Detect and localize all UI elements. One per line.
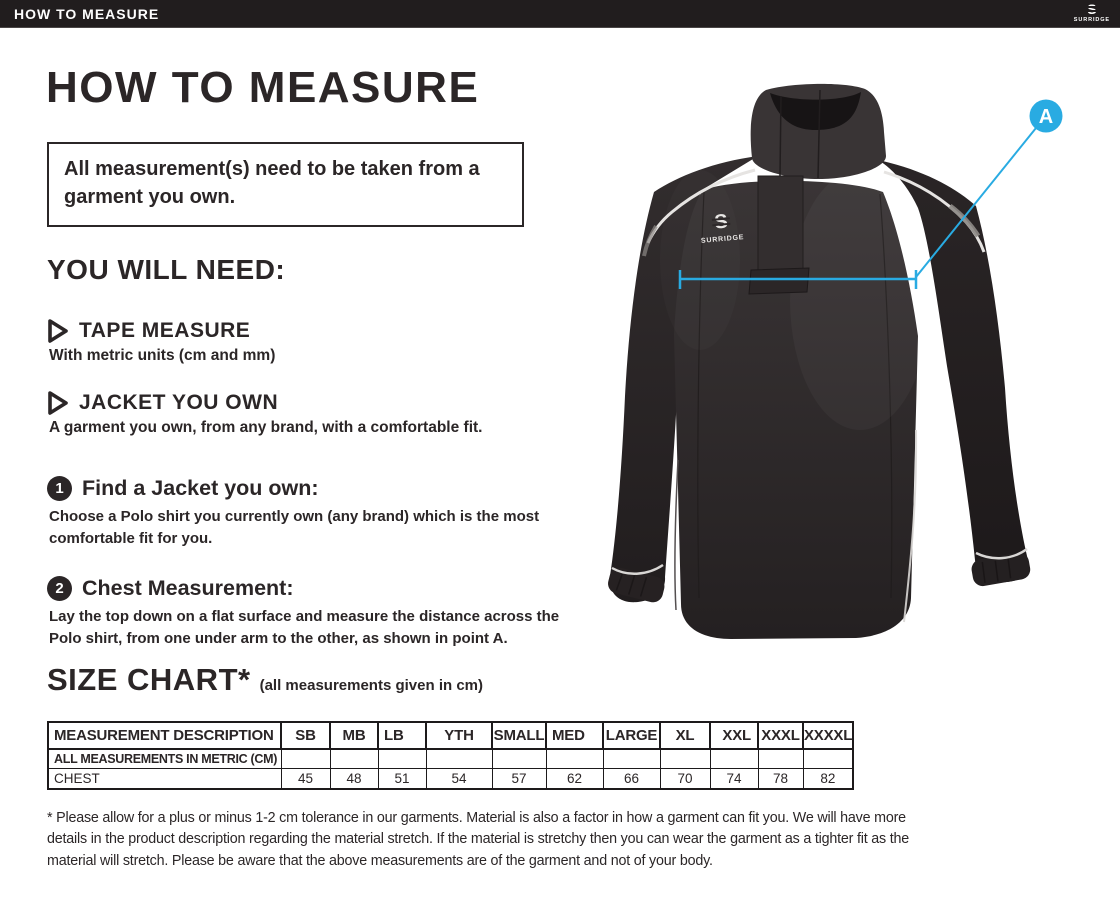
tolerance-footnote: * Please allow for a plus or minus 1-2 c…	[47, 810, 910, 869]
header-cell: XXXXL	[801, 721, 855, 750]
need-item-jacket: JACKET YOU OWN	[47, 390, 278, 416]
table-cell	[757, 748, 804, 769]
jacket-right-sleeve	[878, 160, 1028, 583]
table-cell: 45	[280, 767, 331, 790]
table-cell	[377, 748, 427, 769]
table-cell	[709, 748, 759, 769]
jacket-chest-logo: S SURRIDGE	[701, 210, 745, 245]
size-chart-title: SIZE CHART*	[47, 662, 251, 697]
page-title: HOW TO MEASURE	[46, 63, 480, 112]
step-title: Chest Measurement:	[82, 576, 294, 600]
need-item-label: TAPE MEASURE	[79, 319, 251, 342]
jacket-left-cuff	[608, 567, 665, 603]
table-cell	[280, 748, 331, 769]
play-triangle-icon	[48, 391, 68, 415]
table-cell: 51	[377, 767, 427, 790]
table-row: ALL MEASUREMENTS IN METRIC (CM)	[47, 748, 854, 769]
table-cell: 78	[757, 767, 804, 790]
need-item-description: A garment you own, from any brand, with …	[49, 419, 483, 436]
you-will-need-heading: YOU WILL NEED:	[47, 254, 286, 285]
header-cell: MED	[545, 721, 604, 750]
svg-text:S: S	[714, 210, 729, 233]
table-cell: 57	[491, 767, 547, 790]
table-cell	[602, 748, 661, 769]
table-cell	[802, 748, 854, 769]
jacket-right-cuff	[971, 552, 1031, 587]
table-cell: 70	[659, 767, 711, 790]
table-header-row: MEASUREMENT DESCRIPTION SB MB LB YTH SMALL MED…	[47, 721, 855, 750]
step-1-header: 1 Find a Jacket you own:	[47, 476, 319, 501]
need-item-tape-measure: TAPE MEASURE	[47, 318, 250, 344]
size-chart-table: MEASUREMENT DESCRIPTION SB MB LB YTH SMALL MED…	[47, 721, 855, 790]
measurement-notice-box: All measurement(s) need to be taken from…	[47, 142, 524, 227]
top-bar-title: HOW TO MEASURE	[14, 6, 160, 22]
point-a-badge	[1029, 99, 1063, 133]
header-cell: LARGE	[602, 721, 661, 750]
jacket-illustration: S SURRIDGE A	[608, 83, 1063, 640]
row-label-cell: ALL MEASUREMENTS IN METRIC (CM)	[47, 748, 282, 769]
table-cell: 66	[602, 767, 661, 790]
step-2-header: 2 Chest Measurement:	[47, 576, 293, 601]
chest-measurement-annotation: A	[678, 99, 1063, 289]
header-cell: XXL	[709, 721, 759, 750]
table-cell	[425, 748, 493, 769]
jacket-logo-text: SURRIDGE	[701, 234, 745, 245]
step-number-badge: 1	[47, 476, 72, 501]
jacket-zip-placket	[757, 175, 804, 277]
jacket-diagram: S SURRIDGE A	[588, 70, 1072, 670]
step-title: Find a Jacket you own:	[82, 476, 319, 500]
surridge-logo: S SURRIDGE	[1074, 2, 1110, 23]
table-cell	[659, 748, 711, 769]
play-triangle-icon	[48, 319, 68, 343]
header-cell: LB	[377, 721, 427, 750]
header-cell: SB	[280, 721, 331, 750]
need-item-description: With metric units (cm and mm)	[49, 347, 276, 364]
table-cell	[329, 748, 379, 769]
step-number-badge: 2	[47, 576, 72, 601]
header-cell: XXXL	[757, 721, 804, 750]
table-cell	[545, 748, 604, 769]
jacket-left-sleeve	[609, 156, 758, 603]
header-cell: XL	[659, 721, 711, 750]
step-description: Choose a Polo shirt you currently own (a…	[49, 508, 540, 547]
top-bar: HOW TO MEASURE S SURRIDGE	[0, 0, 1120, 28]
surridge-logo-text: SURRIDGE	[1073, 17, 1110, 23]
table-cell: 62	[545, 767, 604, 790]
header-cell: MB	[329, 721, 379, 750]
header-cell: YTH	[425, 721, 493, 750]
need-item-label: JACKET YOU OWN	[79, 391, 279, 414]
table-row: CHEST 45 48 51 54 57 62 66 70 74 78 82	[47, 767, 854, 790]
jacket-body	[674, 180, 918, 640]
table-cell: 82	[802, 767, 854, 790]
table-cell: 54	[425, 767, 493, 790]
table-cell: 74	[709, 767, 759, 790]
step-description: Lay the top down on a flat surface and m…	[49, 608, 560, 647]
row-label-cell: CHEST	[47, 767, 282, 790]
size-chart-heading: SIZE CHART* (all measurements given in c…	[47, 662, 483, 698]
table-cell: 48	[329, 767, 379, 790]
surridge-s-icon: S	[1086, 1, 1098, 17]
header-cell: MEASUREMENT DESCRIPTION	[47, 721, 282, 750]
size-chart-subtitle: (all measurements given in cm)	[259, 677, 483, 694]
point-a-label: A	[1039, 106, 1053, 128]
header-cell: SMALL	[491, 721, 547, 750]
table-cell	[491, 748, 547, 769]
